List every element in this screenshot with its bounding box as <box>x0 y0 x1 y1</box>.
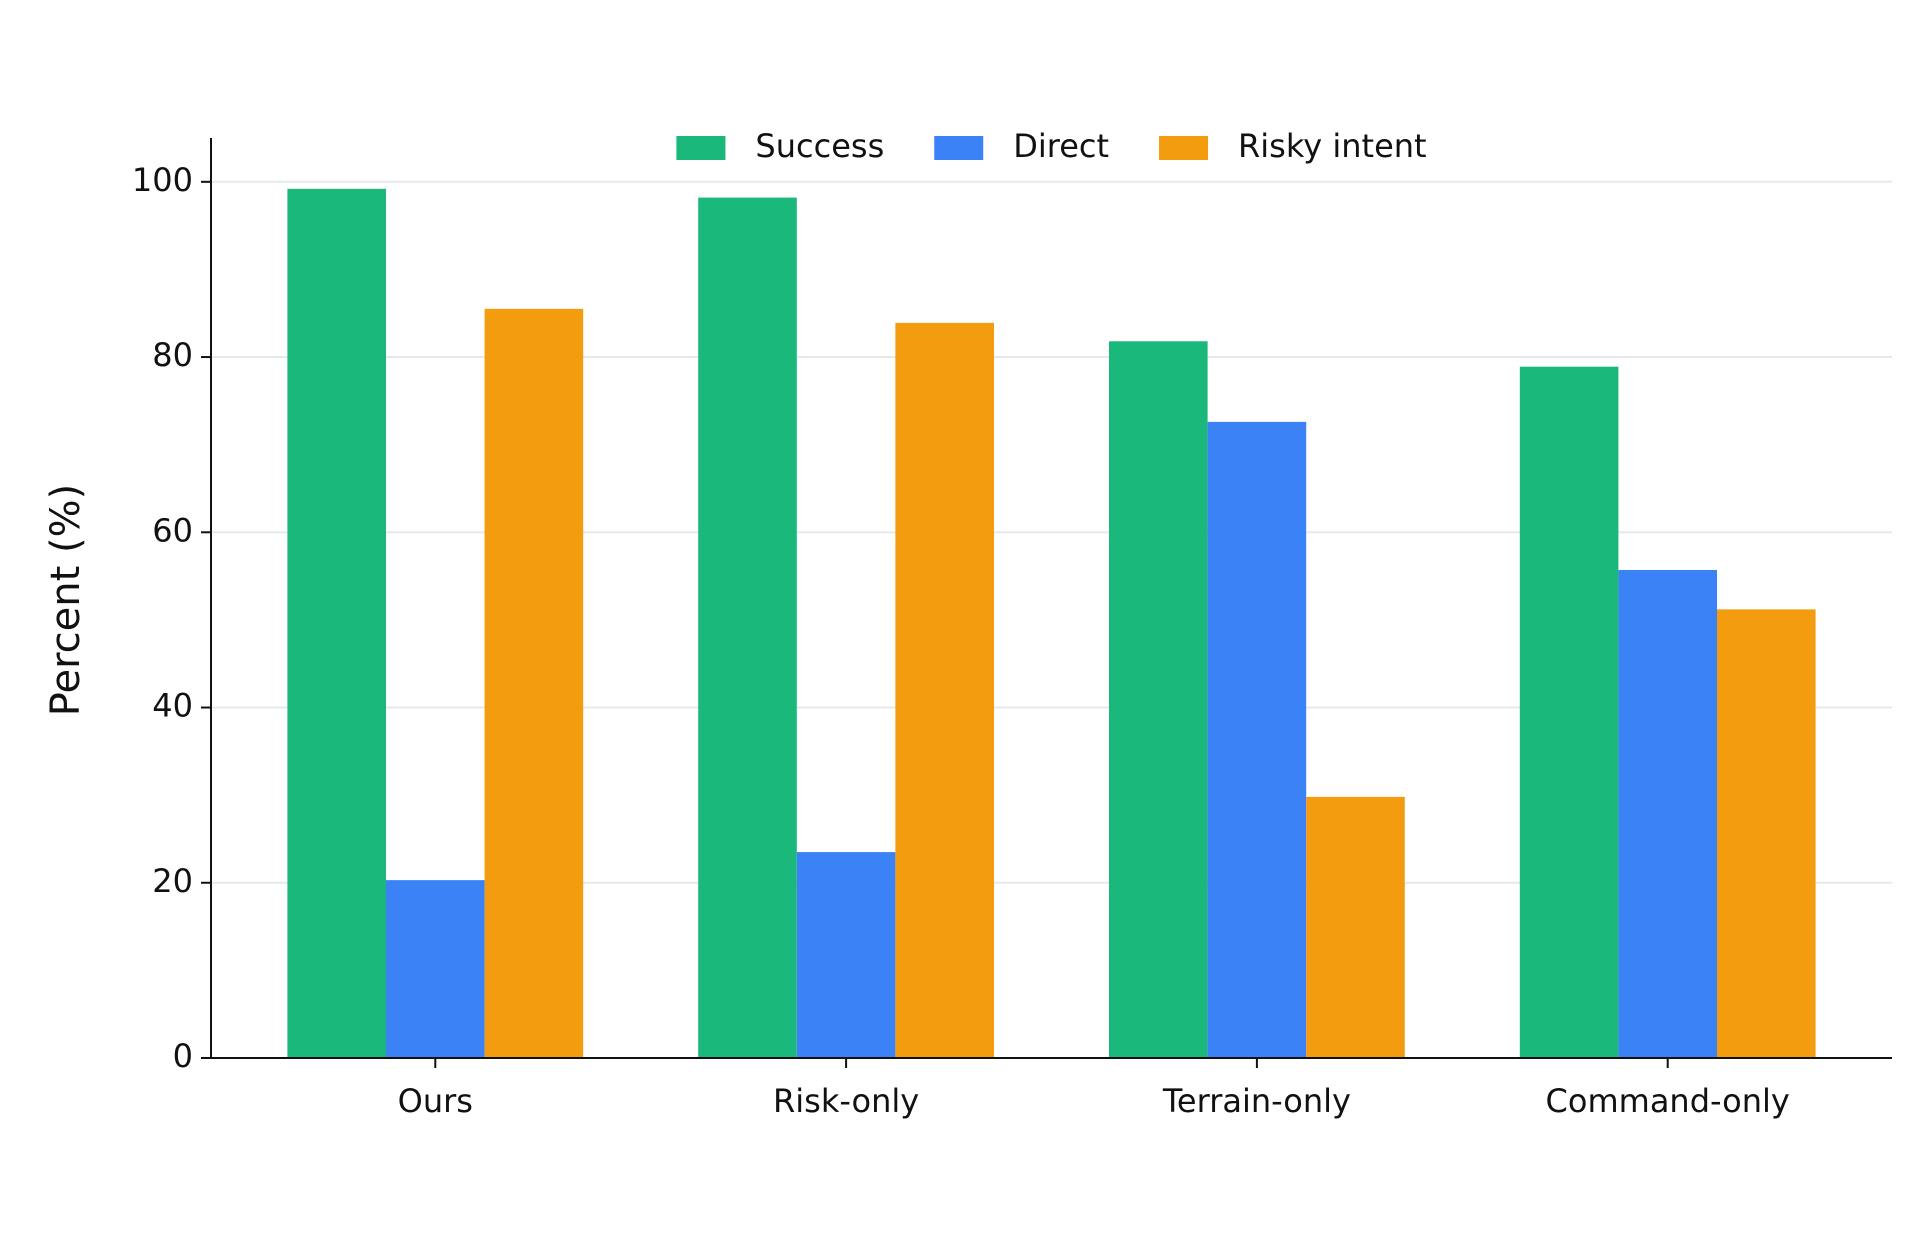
bar <box>1109 341 1208 1058</box>
bar <box>1519 366 1619 1059</box>
legend-swatch <box>676 136 726 160</box>
bar <box>287 188 387 1059</box>
y-tick-label: 20 <box>152 862 193 900</box>
y-tick-label: 0 <box>173 1037 193 1075</box>
bar <box>698 197 797 1059</box>
bar <box>484 308 584 1058</box>
bar <box>1716 609 1816 1058</box>
bar <box>1618 569 1717 1058</box>
legend-label: Success <box>755 127 884 165</box>
bar <box>1207 421 1307 1058</box>
bar <box>895 322 994 1058</box>
bar <box>1306 796 1405 1058</box>
legend-label: Risky intent <box>1238 127 1427 165</box>
x-tick-label: Terrain-only <box>1162 1082 1351 1120</box>
bar <box>796 852 896 1058</box>
y-tick-label: 40 <box>152 687 193 725</box>
x-tick-label: Ours <box>398 1082 473 1120</box>
x-tick-label: Risk-only <box>773 1082 919 1120</box>
y-tick-label: 80 <box>152 336 193 374</box>
y-tick-label: 100 <box>132 161 193 199</box>
x-tick-label: Command-only <box>1546 1082 1790 1120</box>
legend-swatch <box>1159 136 1209 160</box>
legend-label: Direct <box>1013 127 1109 165</box>
bar <box>386 880 485 1058</box>
legend-swatch <box>934 136 984 160</box>
y-tick-label: 60 <box>152 511 193 549</box>
y-axis-label: Percent (%) <box>43 484 89 716</box>
